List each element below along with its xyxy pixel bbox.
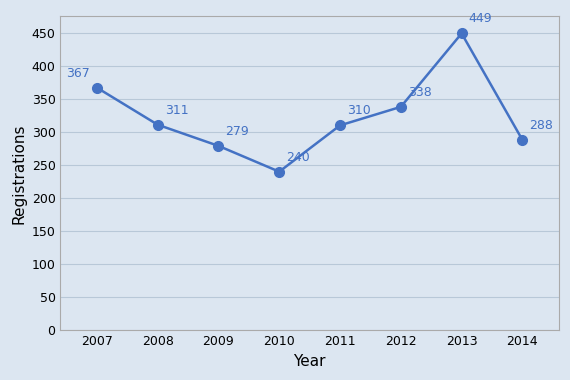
X-axis label: Year: Year (294, 354, 326, 369)
Text: 279: 279 (225, 125, 249, 138)
Text: 288: 288 (530, 119, 553, 132)
Text: 449: 449 (469, 12, 492, 25)
Text: 310: 310 (347, 104, 370, 117)
Text: 338: 338 (408, 86, 431, 99)
Text: 367: 367 (66, 66, 90, 79)
Text: 240: 240 (286, 150, 310, 163)
Text: 311: 311 (165, 104, 188, 117)
Y-axis label: Registrations: Registrations (11, 123, 26, 223)
